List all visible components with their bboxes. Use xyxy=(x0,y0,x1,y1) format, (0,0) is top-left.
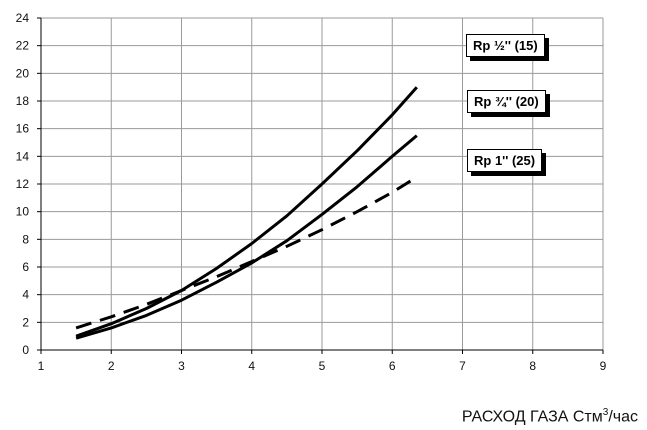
y-tick-label: 12 xyxy=(16,177,30,191)
y-tick-label: 4 xyxy=(22,288,29,302)
y-tick-label: 20 xyxy=(16,66,30,80)
legend-item-3: Rp 1'' (25) xyxy=(467,149,543,172)
x-axis-label: РАСХОД ГАЗА Стм3/час xyxy=(461,406,638,425)
grid xyxy=(40,17,604,351)
series-line-3 xyxy=(75,175,418,330)
y-tick-label: 0 xyxy=(22,343,29,357)
y-tick-label: 8 xyxy=(22,232,29,246)
y-tick-label: 14 xyxy=(16,149,30,163)
x-tick-label: 5 xyxy=(319,359,326,373)
y-tick-label: 22 xyxy=(16,39,30,53)
y-tick-label: 24 xyxy=(16,11,30,25)
legend-item-1: Rp ½'' (15) xyxy=(466,34,545,57)
series-lines xyxy=(75,86,418,340)
y-tick-label: 18 xyxy=(16,94,30,108)
axes xyxy=(37,17,604,354)
y-tick-label: 10 xyxy=(16,205,30,219)
series-line-2 xyxy=(75,134,418,340)
x-tick-label: 1 xyxy=(38,359,45,373)
series-line-1 xyxy=(75,86,418,338)
x-tick-label: 4 xyxy=(248,359,255,373)
y-tick-label: 6 xyxy=(22,260,29,274)
x-tick-label: 6 xyxy=(389,359,396,373)
x-tick-labels: 1 2 3 4 5 6 7 8 9 xyxy=(38,359,607,373)
x-tick-label: 2 xyxy=(108,359,115,373)
y-tick-label: 16 xyxy=(16,122,30,136)
x-tick-label: 8 xyxy=(529,359,536,373)
x-tick-label: 3 xyxy=(178,359,185,373)
x-tick-label: 9 xyxy=(600,359,607,373)
legend-item-2: Rp ¾'' (20) xyxy=(467,90,546,113)
y-tick-label: 2 xyxy=(22,315,29,329)
x-tick-label: 7 xyxy=(459,359,466,373)
